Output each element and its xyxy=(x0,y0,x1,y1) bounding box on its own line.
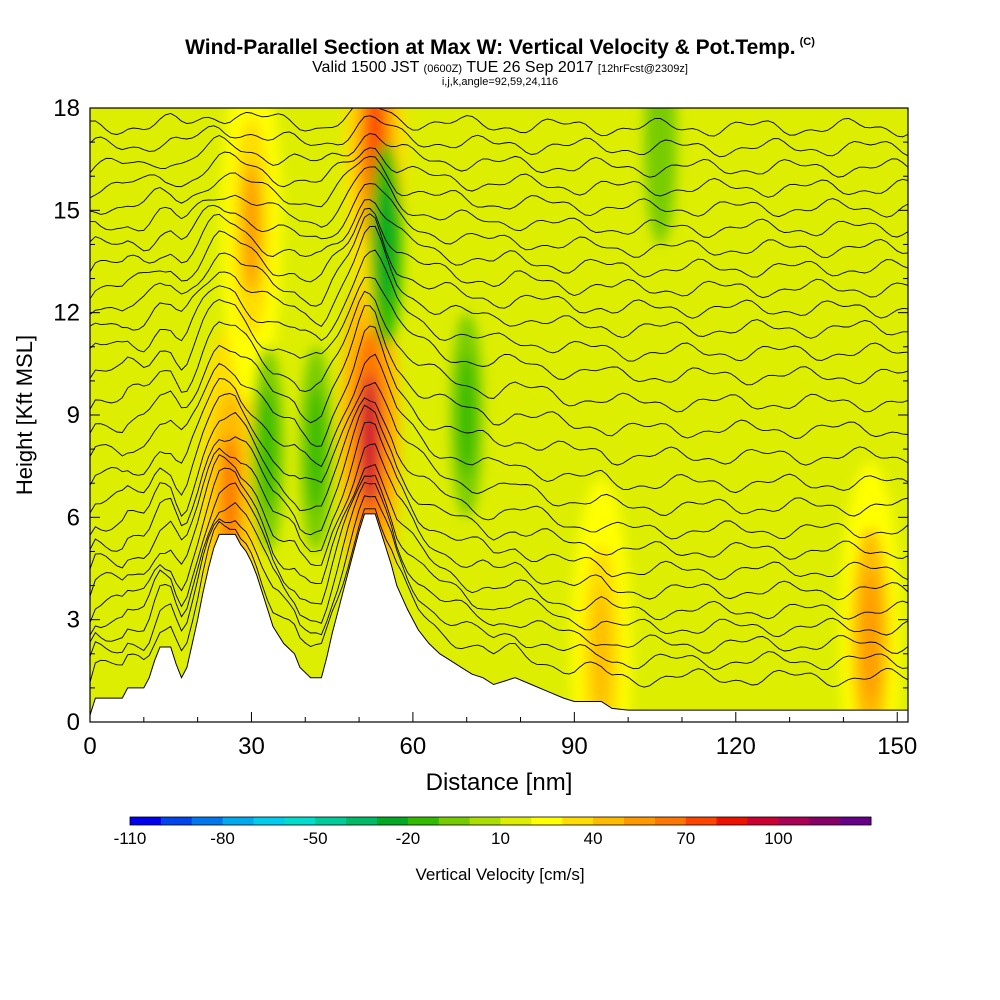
y-tick-label: 15 xyxy=(53,197,80,224)
theta-contour-line xyxy=(90,213,908,319)
theta-contour-line xyxy=(90,207,908,300)
x-tick-label: 150 xyxy=(877,733,917,760)
theta-contour-line xyxy=(90,290,908,413)
theta-contour-line xyxy=(90,443,908,601)
y-tick-label: 9 xyxy=(67,402,80,429)
colorbar-swatch xyxy=(160,817,193,825)
chart-title-text: Wind-Parallel Section at Max W: Vertical… xyxy=(185,36,796,59)
valid-time: Valid 1500 JST xyxy=(312,59,420,76)
updraft-core xyxy=(861,571,879,703)
colorbar-tick-label: -50 xyxy=(303,829,328,848)
colorbar-swatch xyxy=(654,817,687,825)
downdraft-core xyxy=(652,108,669,204)
theta-contour-line xyxy=(90,421,908,581)
theta-contour-line xyxy=(90,508,908,688)
theta-contour-line xyxy=(90,325,908,466)
theta-contour-line xyxy=(90,353,908,494)
chart-title: Wind-Parallel Section at Max W: Vertical… xyxy=(0,36,1000,60)
colorbar-swatch xyxy=(685,817,718,825)
colorbar-label: Vertical Velocity [cm/s] xyxy=(415,865,584,884)
theta-contour-line xyxy=(90,108,908,138)
colorbar-swatch xyxy=(284,817,316,825)
colorbar-swatch xyxy=(377,817,409,825)
y-tick-label: 6 xyxy=(67,504,80,531)
colorbar-frame xyxy=(129,816,872,826)
colorbar-tick-label: 100 xyxy=(764,829,792,848)
x-tick-label: 90 xyxy=(561,733,588,760)
colorbar-swatch xyxy=(469,817,501,825)
theta-contour-line xyxy=(90,199,908,278)
theta-contour-line xyxy=(90,276,908,386)
theta-contour-line xyxy=(90,115,908,158)
x-axis-label: Distance [nm] xyxy=(426,769,573,796)
terrain xyxy=(90,513,908,722)
colorbar-tick-label: 10 xyxy=(491,829,510,848)
theta-contour-line xyxy=(90,474,908,638)
colorbar-tick-label: 40 xyxy=(584,829,603,848)
updraft-core xyxy=(242,161,260,293)
colorbar-swatch xyxy=(191,817,224,825)
plot-area xyxy=(90,108,908,722)
colorbar-swatch xyxy=(222,817,254,825)
x-tick-label: 0 xyxy=(83,733,96,760)
colorbar-swatch xyxy=(315,817,347,825)
theta-contour-line xyxy=(90,183,908,259)
colorbar-swatch xyxy=(716,817,748,825)
colorbar-tick-label: 70 xyxy=(676,829,695,848)
colorbar-swatch xyxy=(531,817,563,825)
y-tick-label: 3 xyxy=(67,607,80,634)
colorbar-swatch xyxy=(130,817,162,825)
theta-contour-line xyxy=(90,397,908,540)
colorbar: -110 -80 -50 -20 10 40 70 100 xyxy=(114,816,872,848)
colorbar-swatch xyxy=(346,817,378,825)
y-tick-label: 0 xyxy=(67,709,80,736)
x-tick-label: 120 xyxy=(716,733,756,760)
theta-contour-line xyxy=(90,305,908,439)
y-tick-label: 12 xyxy=(53,300,80,327)
section-indices: i,j,k,angle=92,59,24,116 xyxy=(441,76,559,88)
theta-contour-line xyxy=(90,147,908,199)
theta-contour-line xyxy=(90,166,908,238)
theta-contour-line xyxy=(90,481,908,654)
downdraft-core xyxy=(307,387,325,511)
updraft-core xyxy=(221,434,239,566)
x-tick-label: 30 xyxy=(238,733,265,760)
theta-contour-line xyxy=(90,495,908,671)
colorbar-swatch xyxy=(747,817,779,825)
colorbar-swatch xyxy=(407,817,440,825)
colorbar-swatch xyxy=(438,817,471,825)
theta-contour-line xyxy=(90,155,908,218)
valid-time-utc: (0600Z) xyxy=(423,63,463,75)
downdraft-core xyxy=(458,353,475,477)
theta-contour-line xyxy=(90,381,908,517)
colorbar-swatch xyxy=(593,817,625,825)
colorbar-swatch xyxy=(500,817,532,825)
downdraft-core xyxy=(259,387,276,511)
colorbar-swatch xyxy=(562,817,594,825)
colorbar-swatch xyxy=(809,817,841,825)
theta-contour-line xyxy=(90,404,908,560)
theta-contour-line xyxy=(90,133,908,178)
colorbar-swatch xyxy=(778,817,810,825)
axes: 0 30 60 90 120 150 0 3 6 9 12 15 18 xyxy=(53,95,917,760)
copyright-mark: (C) xyxy=(799,36,815,48)
x-tick-label: 60 xyxy=(400,733,427,760)
colorbar-swatch xyxy=(253,817,285,825)
theta-contour-line xyxy=(90,249,908,362)
colorbar-swatch xyxy=(624,817,656,825)
colorbar-swatch xyxy=(840,817,872,825)
forecast-label: [12hrFcst@2309z] xyxy=(597,63,688,75)
colorbar-tick-label: -110 xyxy=(114,829,147,848)
chart-subtitle: Valid 1500 JST (0600Z) TUE 26 Sep 2017 [… xyxy=(0,59,1000,77)
y-tick-label: 18 xyxy=(53,95,80,122)
colorbar-tick-label: -20 xyxy=(396,829,421,848)
theta-contour-line xyxy=(90,464,908,623)
valid-date: TUE 26 Sep 2017 xyxy=(466,59,594,76)
theta-contour-line xyxy=(90,225,908,339)
colorbar-tick-label: -80 xyxy=(210,829,235,848)
y-axis-label: Height [Kft MSL] xyxy=(12,335,37,495)
theta-contours xyxy=(90,108,908,688)
